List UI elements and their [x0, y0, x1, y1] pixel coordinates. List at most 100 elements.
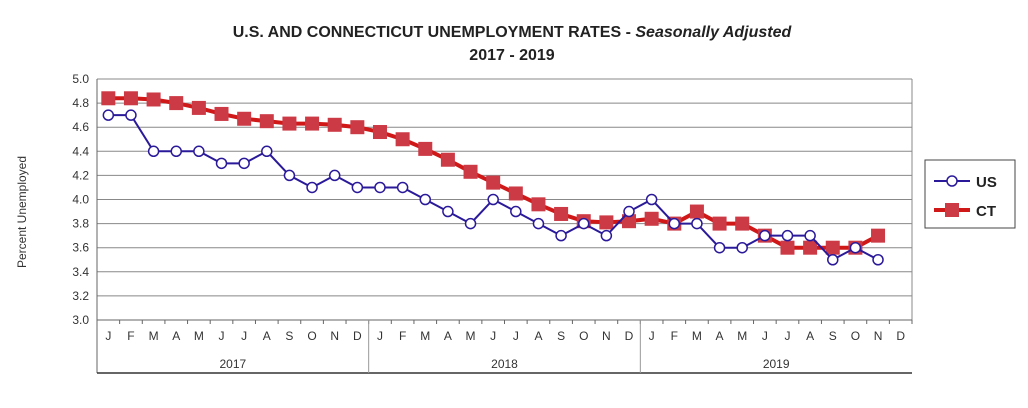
data-point-us	[555, 229, 567, 242]
data-point-ct	[123, 91, 138, 106]
month-label: A	[444, 329, 452, 343]
month-label: M	[692, 329, 702, 343]
month-label: F	[127, 329, 134, 343]
month-label: F	[399, 329, 406, 343]
month-label: D	[625, 329, 634, 343]
data-point-ct	[622, 214, 637, 229]
legend-box	[924, 159, 1016, 229]
data-point-ct	[372, 125, 387, 140]
data-point-us	[238, 157, 250, 170]
month-label: O	[851, 329, 860, 343]
data-point-ct	[259, 114, 274, 129]
y-tick-label: 3.2	[72, 289, 89, 303]
data-point-us	[532, 217, 545, 230]
data-point-us	[600, 229, 613, 242]
data-point-ct	[803, 240, 818, 255]
month-label: F	[671, 329, 678, 343]
y-tick-label: 3.0	[72, 313, 89, 327]
legend-ct-label: CT	[976, 203, 996, 220]
month-label: N	[602, 329, 611, 343]
data-point-us	[781, 229, 794, 242]
y-axis-label: Percent Unemployed	[15, 156, 29, 268]
month-label: N	[330, 329, 339, 343]
data-point-ct	[214, 106, 229, 121]
month-label: J	[762, 329, 768, 343]
data-point-us	[759, 229, 771, 242]
month-label: M	[737, 329, 747, 343]
data-point-ct	[327, 117, 342, 132]
data-point-us	[193, 145, 205, 158]
data-point-ct	[508, 186, 523, 201]
data-point-us	[691, 217, 703, 230]
month-label: J	[649, 329, 655, 343]
month-label: A	[716, 329, 724, 343]
y-tick-label: 3.6	[72, 241, 89, 255]
data-point-ct	[282, 116, 297, 131]
month-label: J	[105, 329, 111, 343]
y-tick-label: 3.8	[72, 217, 89, 231]
data-point-us	[577, 217, 590, 230]
month-label: M	[420, 329, 430, 343]
data-point-us	[736, 241, 748, 254]
data-point-ct	[169, 96, 184, 111]
month-label: O	[579, 329, 588, 343]
data-point-us	[102, 109, 115, 121]
month-label: J	[219, 329, 225, 343]
year-label: 2017	[219, 357, 246, 371]
month-label: S	[557, 329, 565, 343]
legend-us-marker	[946, 175, 958, 187]
data-point-us	[464, 217, 477, 230]
month-label: J	[377, 329, 383, 343]
y-tick-label: 3.4	[72, 265, 89, 279]
chart-title: U.S. AND CONNECTICUT UNEMPLOYMENT RATES …	[233, 24, 793, 41]
month-label: A	[172, 329, 180, 343]
month-label: A	[534, 329, 542, 343]
data-point-ct	[440, 152, 455, 167]
data-point-ct	[486, 175, 501, 190]
month-label: J	[490, 329, 496, 343]
data-point-us	[147, 145, 160, 158]
data-point-us	[623, 205, 635, 218]
data-point-ct	[191, 100, 206, 115]
month-label: J	[513, 329, 519, 343]
data-point-ct	[395, 132, 410, 147]
month-label: D	[896, 329, 905, 343]
year-label: 2019	[763, 357, 790, 371]
data-point-us	[283, 169, 296, 182]
month-label: S	[285, 329, 293, 343]
data-point-us	[306, 181, 318, 194]
data-point-ct	[418, 141, 433, 156]
data-point-ct	[146, 92, 161, 107]
data-point-us	[645, 193, 658, 206]
legend: US CT	[924, 159, 1016, 229]
data-point-us	[170, 145, 182, 158]
data-point-ct	[463, 164, 478, 179]
data-point-ct	[305, 116, 320, 131]
month-label: O	[307, 329, 316, 343]
year-label: 2018	[491, 357, 518, 371]
data-point-us	[419, 193, 432, 206]
y-tick-label: 4.2	[72, 168, 89, 182]
data-point-us	[668, 217, 681, 230]
data-point-us	[442, 205, 454, 218]
data-point-us	[374, 181, 386, 194]
y-tick-label: 4.8	[72, 96, 89, 110]
data-point-ct	[780, 240, 795, 255]
data-point-ct	[599, 215, 614, 230]
legend-ct-marker	[945, 203, 959, 217]
data-point-us	[827, 254, 839, 266]
y-tick-label: 4.6	[72, 120, 89, 134]
data-point-ct	[554, 206, 569, 221]
data-point-ct	[735, 216, 750, 231]
data-point-ct	[825, 240, 840, 255]
month-label: A	[263, 329, 271, 343]
data-point-us	[328, 169, 341, 182]
data-point-ct	[350, 120, 365, 135]
month-label: J	[784, 329, 790, 343]
y-tick-label: 4.0	[72, 193, 89, 207]
data-point-ct	[101, 91, 116, 106]
month-label: M	[194, 329, 204, 343]
data-point-ct	[871, 228, 886, 243]
data-point-ct	[531, 197, 546, 212]
